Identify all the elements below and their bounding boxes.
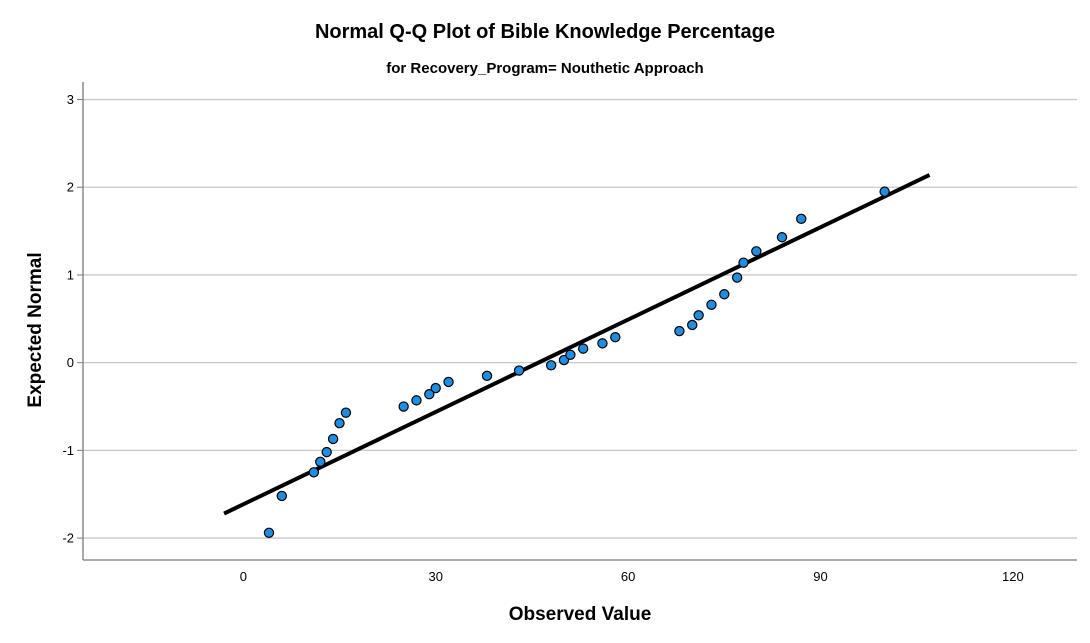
x-axis-label: Observed Value bbox=[509, 604, 652, 625]
data-point bbox=[776, 232, 788, 243]
data-point bbox=[706, 299, 717, 310]
data-points bbox=[263, 186, 890, 539]
chart-title: Normal Q-Q Plot of Bible Knowledge Perce… bbox=[315, 21, 775, 43]
data-point bbox=[597, 338, 608, 349]
x-tick-label: 120 bbox=[1002, 569, 1024, 584]
data-point bbox=[276, 490, 287, 502]
data-point bbox=[411, 395, 422, 406]
axes bbox=[77, 82, 1077, 561]
y-tick-label: -2 bbox=[62, 531, 74, 546]
data-point bbox=[796, 213, 807, 225]
y-tick-label: 3 bbox=[67, 92, 74, 107]
data-point bbox=[263, 527, 275, 539]
data-point bbox=[327, 433, 339, 445]
data-point bbox=[879, 186, 890, 197]
y-tick-label: 0 bbox=[67, 355, 74, 370]
data-point bbox=[565, 349, 576, 360]
data-point bbox=[610, 332, 621, 343]
data-point bbox=[751, 246, 762, 257]
data-point bbox=[398, 401, 409, 412]
x-tick-label: 30 bbox=[428, 569, 442, 584]
data-point bbox=[578, 343, 589, 354]
data-point bbox=[334, 417, 345, 429]
data-point bbox=[481, 370, 493, 382]
data-point bbox=[545, 360, 557, 371]
x-tick-label: 60 bbox=[621, 569, 635, 584]
data-point bbox=[321, 446, 332, 458]
data-point bbox=[719, 289, 730, 300]
y-tick-label: -1 bbox=[62, 443, 74, 458]
x-tick-label: 0 bbox=[240, 569, 247, 584]
data-point bbox=[308, 467, 320, 478]
data-point bbox=[731, 272, 743, 283]
y-tick-label: 1 bbox=[67, 267, 74, 282]
data-point bbox=[443, 376, 454, 388]
data-point bbox=[693, 310, 704, 321]
data-point bbox=[315, 456, 326, 467]
reference-line bbox=[223, 173, 931, 516]
grid-lines bbox=[83, 98, 1077, 539]
data-point bbox=[738, 257, 749, 268]
y-axis-label: Expected Normal bbox=[25, 252, 46, 407]
data-point bbox=[687, 319, 698, 331]
data-point bbox=[430, 382, 441, 394]
reference-line-group bbox=[223, 173, 931, 516]
data-point bbox=[424, 389, 435, 400]
x-tick-label: 90 bbox=[813, 569, 827, 584]
data-point bbox=[674, 325, 685, 337]
chart-subtitle: for Recovery_Program= Nouthetic Approach bbox=[386, 60, 703, 77]
y-tick-label: 2 bbox=[67, 180, 74, 195]
data-point bbox=[513, 365, 525, 376]
data-point bbox=[340, 407, 352, 418]
